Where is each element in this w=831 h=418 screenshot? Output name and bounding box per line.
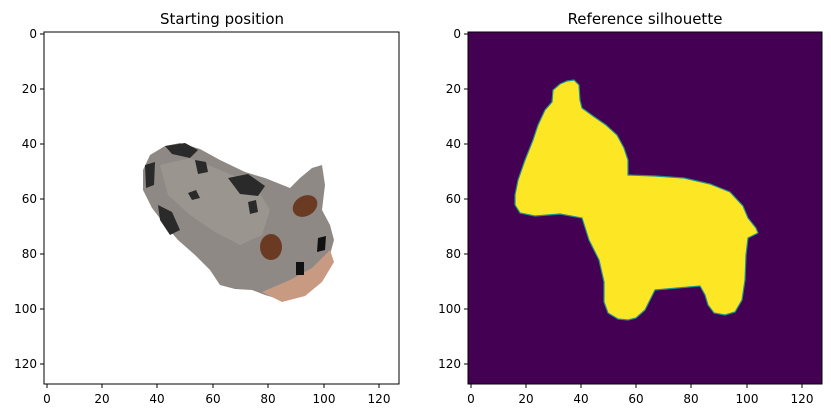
y-tick-label: 0 xyxy=(29,27,37,41)
y-tick-label: 20 xyxy=(22,82,37,96)
y-tick-label: 80 xyxy=(446,247,461,261)
x-tick-label: 100 xyxy=(313,392,336,406)
cow-spot xyxy=(165,143,198,158)
x-tick-label: 100 xyxy=(736,392,759,406)
x-tick-label: 80 xyxy=(260,392,275,406)
y-tick-label: 100 xyxy=(438,302,461,316)
y-axis: 0 20 40 60 80 100 120 xyxy=(14,27,44,371)
x-tick-label: 40 xyxy=(149,392,164,406)
cow-eye xyxy=(317,236,326,252)
x-tick-label: 60 xyxy=(628,392,643,406)
y-tick-label: 60 xyxy=(446,192,461,206)
cow-spot xyxy=(188,190,200,200)
axes-frame xyxy=(43,31,400,385)
x-tick-label: 60 xyxy=(205,392,220,406)
y-tick-label: 120 xyxy=(14,357,37,371)
cow-spot xyxy=(228,174,265,196)
axes-frame xyxy=(467,31,823,385)
x-tick-label: 120 xyxy=(368,392,391,406)
y-tick-label: 0 xyxy=(453,27,461,41)
cow-eye xyxy=(296,262,304,275)
x-tick-label: 20 xyxy=(94,392,109,406)
cow-muzzle xyxy=(262,250,334,302)
x-axis: 0 20 40 60 80 100 120 xyxy=(467,384,813,406)
panel-title: Reference silhouette xyxy=(568,10,723,28)
x-tick-label: 120 xyxy=(791,392,814,406)
panel-starting-position: Starting position xyxy=(14,10,400,406)
panel-reference-silhouette: Reference silhouette 0 20 40 60 80 100 1… xyxy=(438,10,823,406)
y-tick-label: 40 xyxy=(22,137,37,151)
cow-spot xyxy=(248,200,258,214)
y-tick-label: 60 xyxy=(22,192,37,206)
y-tick-label: 20 xyxy=(446,82,461,96)
x-tick-label: 40 xyxy=(573,392,588,406)
y-tick-label: 100 xyxy=(14,302,37,316)
x-tick-label: 80 xyxy=(683,392,698,406)
y-tick-label: 120 xyxy=(438,357,461,371)
x-tick-label: 0 xyxy=(43,392,51,406)
cow-spot xyxy=(195,160,208,174)
x-tick-label: 20 xyxy=(518,392,533,406)
cow-render xyxy=(143,143,334,302)
panel-title: Starting position xyxy=(160,10,284,28)
cow-spot xyxy=(145,162,155,188)
y-axis: 0 20 40 60 80 100 120 xyxy=(438,27,468,371)
x-tick-label: 0 xyxy=(467,392,475,406)
y-tick-label: 80 xyxy=(22,247,37,261)
cow-patch xyxy=(260,234,282,260)
horse-silhouette xyxy=(514,79,759,321)
cow-patch xyxy=(292,195,318,217)
x-axis: 0 20 40 60 80 100 120 xyxy=(43,384,390,406)
y-tick-label: 40 xyxy=(446,137,461,151)
cow-spot xyxy=(158,205,180,235)
